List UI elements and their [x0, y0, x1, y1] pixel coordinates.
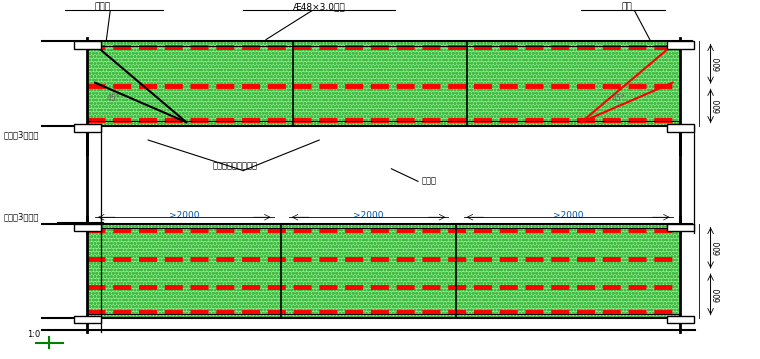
Bar: [667, 41, 694, 48]
Text: 屋面板吸钩或预埋件: 屋面板吸钩或预埋件: [213, 162, 258, 171]
Text: >2000: >2000: [553, 211, 584, 220]
Text: 600: 600: [714, 287, 723, 302]
Text: 600: 600: [714, 56, 723, 71]
Bar: [87, 41, 680, 126]
Bar: [667, 124, 694, 132]
Text: 栏杆漩: 栏杆漩: [94, 2, 111, 11]
Text: >2000: >2000: [353, 211, 384, 220]
Text: 1:0: 1:0: [27, 331, 40, 340]
Text: 45°: 45°: [612, 94, 625, 103]
Bar: [87, 224, 680, 318]
Text: 上中下3道横杆: 上中下3道横杆: [4, 213, 40, 222]
Bar: [667, 224, 694, 231]
Text: Æ48×3.0钓管: Æ48×3.0钓管: [293, 2, 346, 11]
Bar: [667, 316, 694, 323]
Bar: [74, 224, 101, 231]
Text: 斜杆: 斜杆: [622, 2, 632, 11]
Bar: [74, 41, 101, 48]
Bar: [74, 316, 101, 323]
Bar: [74, 124, 101, 132]
Text: 600: 600: [714, 241, 723, 255]
Text: 600: 600: [714, 99, 723, 113]
Text: >2000: >2000: [169, 211, 200, 220]
Text: 密目网: 密目网: [422, 176, 437, 185]
Text: 上中下3道横杆: 上中下3道横杆: [4, 130, 40, 139]
Text: 45°: 45°: [106, 94, 120, 103]
